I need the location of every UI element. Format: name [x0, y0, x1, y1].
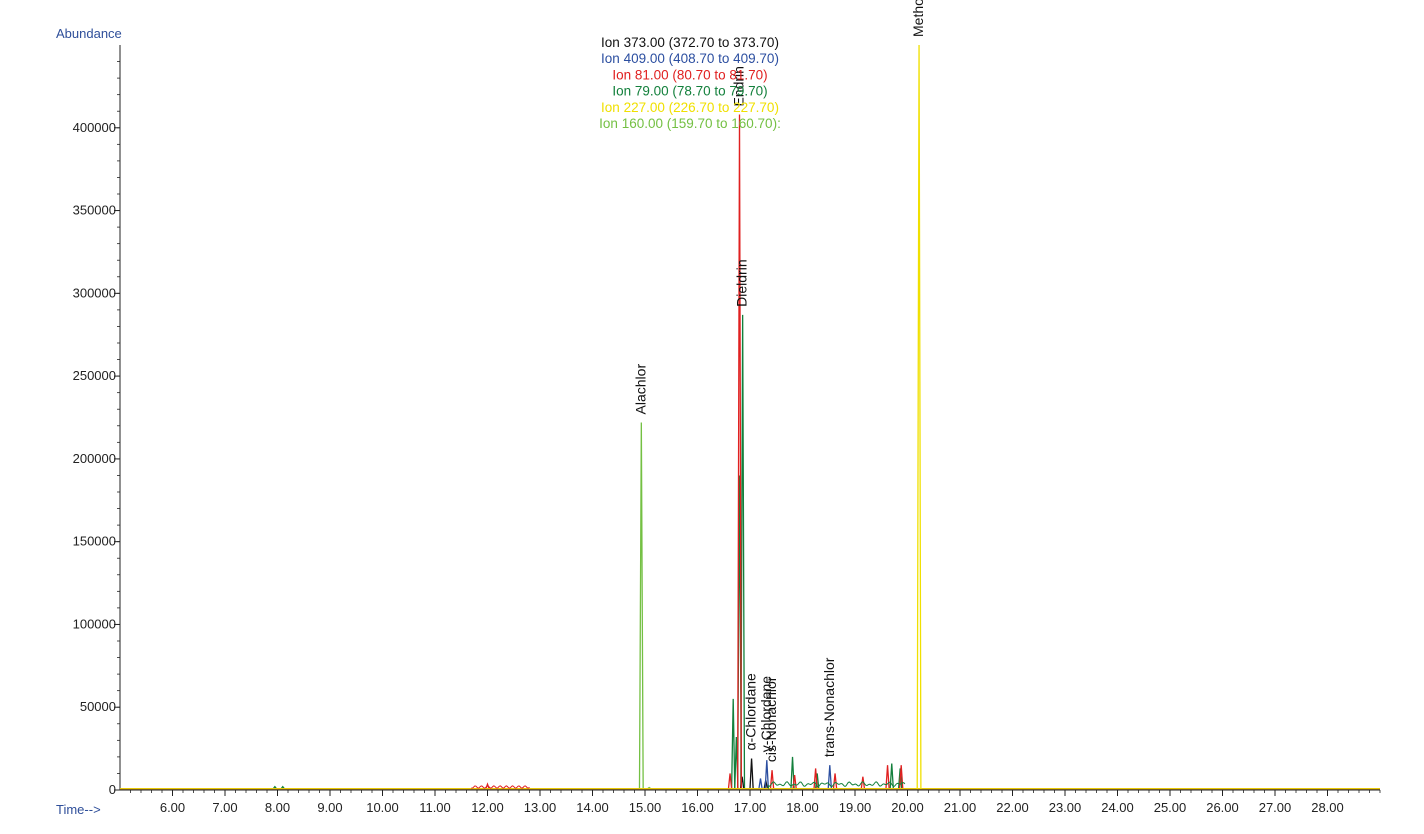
peak — [730, 698, 736, 789]
y-tick-label: 50000 — [80, 699, 116, 714]
x-tick-label: 9.00 — [317, 800, 342, 815]
peak — [898, 765, 904, 789]
legend: Ion 373.00 (372.70 to 373.70)Ion 409.00 … — [599, 35, 781, 131]
x-tick-label: 27.00 — [1259, 800, 1292, 815]
y-tick-label: 250000 — [73, 368, 116, 383]
y-tick-label: 400000 — [73, 120, 116, 135]
peak — [885, 765, 890, 789]
x-tick-label: 6.00 — [160, 800, 185, 815]
x-tick-label: 21.00 — [944, 800, 977, 815]
x-tick-label: 22.00 — [996, 800, 1029, 815]
peak — [889, 763, 894, 789]
x-tick-label: 12.00 — [471, 800, 504, 815]
y-tick-label: 200000 — [73, 451, 116, 466]
legend-entry: Ion 409.00 (408.70 to 409.70) — [601, 51, 779, 66]
y-tick-label: 350000 — [73, 203, 116, 218]
axes: 0 50000 100000 150000 200000 250000 300000 3500… — [73, 45, 1381, 815]
y-axis-label: Abundance — [56, 26, 122, 41]
peak — [280, 785, 285, 790]
x-tick-label: 28.00 — [1311, 800, 1344, 815]
peak — [727, 773, 733, 789]
peak — [897, 768, 903, 789]
x-tick-label: 15.00 — [629, 800, 662, 815]
peak-label: α-Chlordane — [743, 673, 759, 751]
x-tick-label: 19.00 — [839, 800, 872, 815]
peak-label: γ-Chlordane — [758, 676, 774, 752]
y-tick-label: 0 — [109, 782, 116, 797]
x-tick-label: 23.00 — [1049, 800, 1082, 815]
peak-label: Methoxychlor — [910, 0, 926, 37]
peak-label: trans-Nonachlor — [821, 657, 837, 757]
x-tick-label: 14.00 — [576, 800, 609, 815]
series-layer — [120, 44, 1380, 790]
peak — [790, 756, 795, 789]
peak-label: cis-Nonachlor — [763, 676, 779, 762]
peak-label: Alachlor — [632, 364, 648, 415]
peak — [638, 422, 644, 789]
noise-trace — [471, 785, 530, 789]
x-tick-label: 25.00 — [1154, 800, 1187, 815]
series-4 — [120, 44, 1380, 790]
legend-entry: Ion 160.00 (159.70 to 160.70): — [599, 116, 781, 131]
x-axis-label: Time--> — [56, 802, 101, 817]
series-0 — [120, 758, 1380, 790]
x-tick-label: 16.00 — [681, 800, 714, 815]
x-tick-label: 8.00 — [265, 800, 290, 815]
peak — [814, 773, 820, 789]
peak — [272, 785, 277, 790]
hump-trace — [767, 781, 906, 789]
peak — [832, 773, 838, 789]
x-tick-label: 13.00 — [524, 800, 557, 815]
peak-label: Dieldrin — [734, 259, 750, 306]
peak — [813, 768, 818, 789]
x-tick-label: 17.00 — [734, 800, 767, 815]
x-tick-label: 7.00 — [212, 800, 237, 815]
peak — [737, 114, 742, 789]
peak — [827, 765, 833, 789]
legend-entry: Ion 81.00 (80.70 to 81.70) — [612, 67, 767, 82]
x-tick-label: 26.00 — [1206, 800, 1239, 815]
peak — [860, 776, 866, 789]
peak-label: Endrin — [731, 66, 747, 106]
x-tick-label: 11.00 — [419, 800, 451, 815]
peak — [916, 44, 922, 789]
x-tick-label: 24.00 — [1101, 800, 1134, 815]
legend-entry: Ion 79.00 (78.70 to 79.70) — [612, 84, 767, 99]
x-tick-label: 18.00 — [786, 800, 819, 815]
peak — [758, 778, 763, 789]
peak — [769, 770, 775, 789]
legend-entry: Ion 227.00 (226.70 to 227.70) — [601, 100, 779, 115]
y-tick-label: 100000 — [73, 616, 116, 631]
peak-annotations: Alachlor Endrin Dieldrin α-Chlordane γ-Chlor… — [632, 0, 926, 762]
x-tick-label: 10.00 — [366, 800, 399, 815]
legend-entry: Ion 373.00 (372.70 to 373.70) — [601, 35, 779, 50]
peak — [749, 758, 754, 789]
baseline-hump — [471, 781, 906, 789]
y-tick-label: 150000 — [73, 534, 116, 549]
y-tick-label: 300000 — [73, 285, 116, 300]
peak — [764, 760, 770, 789]
x-tick-label: 20.00 — [891, 800, 924, 815]
